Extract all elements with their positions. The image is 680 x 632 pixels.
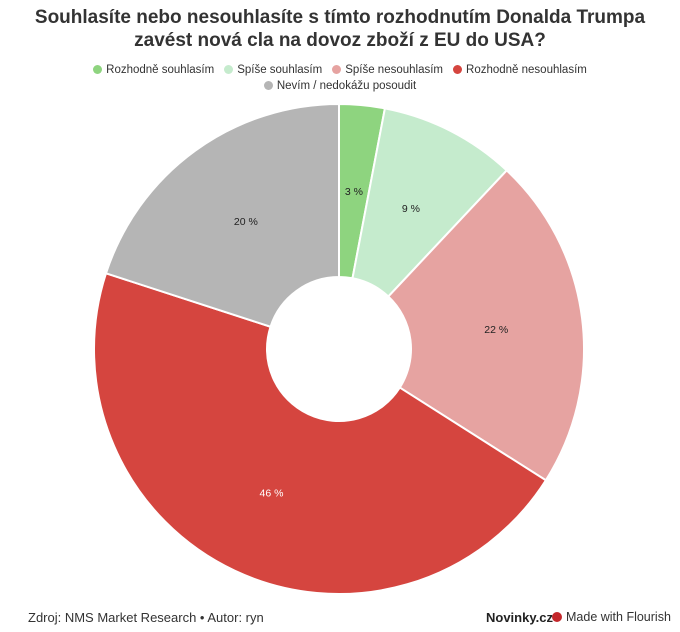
legend-item[interactable]: Nevím / nedokážu posoudit xyxy=(263,78,417,94)
made-with-flourish-link[interactable]: Made with Flourish xyxy=(552,610,671,624)
pie-slice[interactable] xyxy=(386,168,585,482)
brand-logo[interactable]: Novinky.cz xyxy=(486,610,553,625)
legend-item[interactable]: Rozhodně nesouhlasím xyxy=(453,62,587,78)
legend-item[interactable]: Rozhodně souhlasím xyxy=(93,62,214,78)
pie-slice[interactable] xyxy=(93,272,548,595)
pie-slice[interactable] xyxy=(104,102,340,329)
slice-label: 20 % xyxy=(234,216,258,228)
slice-label: 46 % xyxy=(260,487,284,499)
legend-label: Nevím / nedokážu posoudit xyxy=(276,80,417,92)
legend-item[interactable]: Spíše nesouhlasím xyxy=(332,62,443,78)
legend-swatch xyxy=(332,65,342,74)
pie-slice[interactable] xyxy=(351,107,509,298)
legend: Rozhodně souhlasím Spíše souhlasím Spíše n… xyxy=(60,62,620,94)
legend-label: Spíše souhlasím xyxy=(237,64,323,76)
title-line-2: zavést nová cla na dovoz zboží z EU do U… xyxy=(134,30,546,51)
legend-swatch xyxy=(263,81,273,90)
chart-title: Souhlasíte nebo nesouhlasíte s tímto roz… xyxy=(0,6,680,52)
legend-label: Rozhodně souhlasím xyxy=(106,64,215,76)
legend-swatch xyxy=(224,65,234,74)
source-note: Zdroj: NMS Market Research • Autor: ryn xyxy=(28,610,264,625)
legend-label: Spíše nesouhlasím xyxy=(345,64,444,76)
legend-swatch xyxy=(453,65,463,74)
legend-label: Rozhodně nesouhlasím xyxy=(466,64,587,76)
made-with-label: Made with Flourish xyxy=(566,610,671,624)
slice-label: 3 % xyxy=(345,186,363,198)
slice-label: 9 % xyxy=(402,203,420,215)
legend-item[interactable]: Spíše souhlasím xyxy=(224,62,322,78)
slice-label: 22 % xyxy=(484,324,508,336)
legend-swatch xyxy=(93,65,103,74)
flourish-icon xyxy=(552,612,562,622)
title-line-1: Souhlasíte nebo nesouhlasíte s tímto roz… xyxy=(34,7,646,28)
